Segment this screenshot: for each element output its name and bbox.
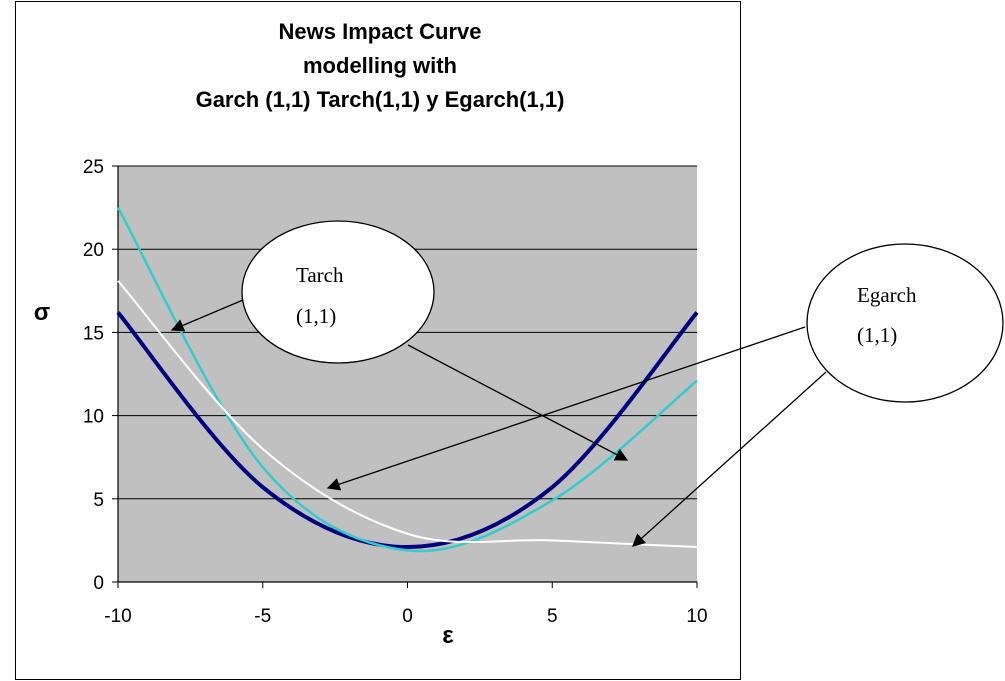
tarch-arrow-right <box>407 344 629 461</box>
x-tick-label: -5 <box>254 606 271 627</box>
y-tick-label: 0 <box>93 573 104 594</box>
egarch-arrow-left <box>326 326 806 491</box>
x-tick-label: 5 <box>547 606 558 627</box>
tarch-callout: Tarch (1,1) <box>170 220 629 461</box>
chart-title-line-3: Garch (1,1) Tarch(1,1) y Egarch(1,1) <box>195 87 565 112</box>
series-line-cyan <box>116 206 698 553</box>
x-axis-label: ε <box>442 622 453 649</box>
x-tick-label: 10 <box>686 606 707 627</box>
egarch-callout-line-2: (1,1) <box>857 323 897 347</box>
egarch-arrow-right <box>632 371 827 547</box>
series-line-white <box>117 280 698 549</box>
plot-area <box>118 166 697 582</box>
y-tick-label: 10 <box>83 407 104 428</box>
tarch-arrow-left <box>170 299 244 332</box>
y-tick-label: 20 <box>83 240 104 261</box>
y-tick-label: 15 <box>83 323 104 344</box>
chart-title: News Impact Curve modelling with Garch (… <box>100 15 660 117</box>
chart-title-line-1: News Impact Curve <box>278 19 482 44</box>
tarch-callout-bubble <box>241 220 435 364</box>
x-tick-label: 0 <box>402 606 413 627</box>
axes: 0 5 10 15 20 25 -10 -5 0 5 10 <box>83 157 708 627</box>
egarch-callout-line-1: Egarch <box>857 283 917 307</box>
series-group <box>116 206 699 553</box>
egarch-callout: Egarch (1,1) <box>326 243 1004 547</box>
x-tick-label: -10 <box>104 606 131 627</box>
y-axis-label: σ <box>34 299 50 326</box>
egarch-callout-bubble <box>806 243 1004 403</box>
tarch-callout-line-2: (1,1) <box>296 304 336 328</box>
y-tick-label: 5 <box>93 490 104 511</box>
series-line-navy <box>116 311 699 550</box>
tarch-callout-line-1: Tarch <box>296 263 344 287</box>
chart-title-line-2: modelling with <box>303 53 457 78</box>
y-tick-label: 25 <box>83 157 104 178</box>
